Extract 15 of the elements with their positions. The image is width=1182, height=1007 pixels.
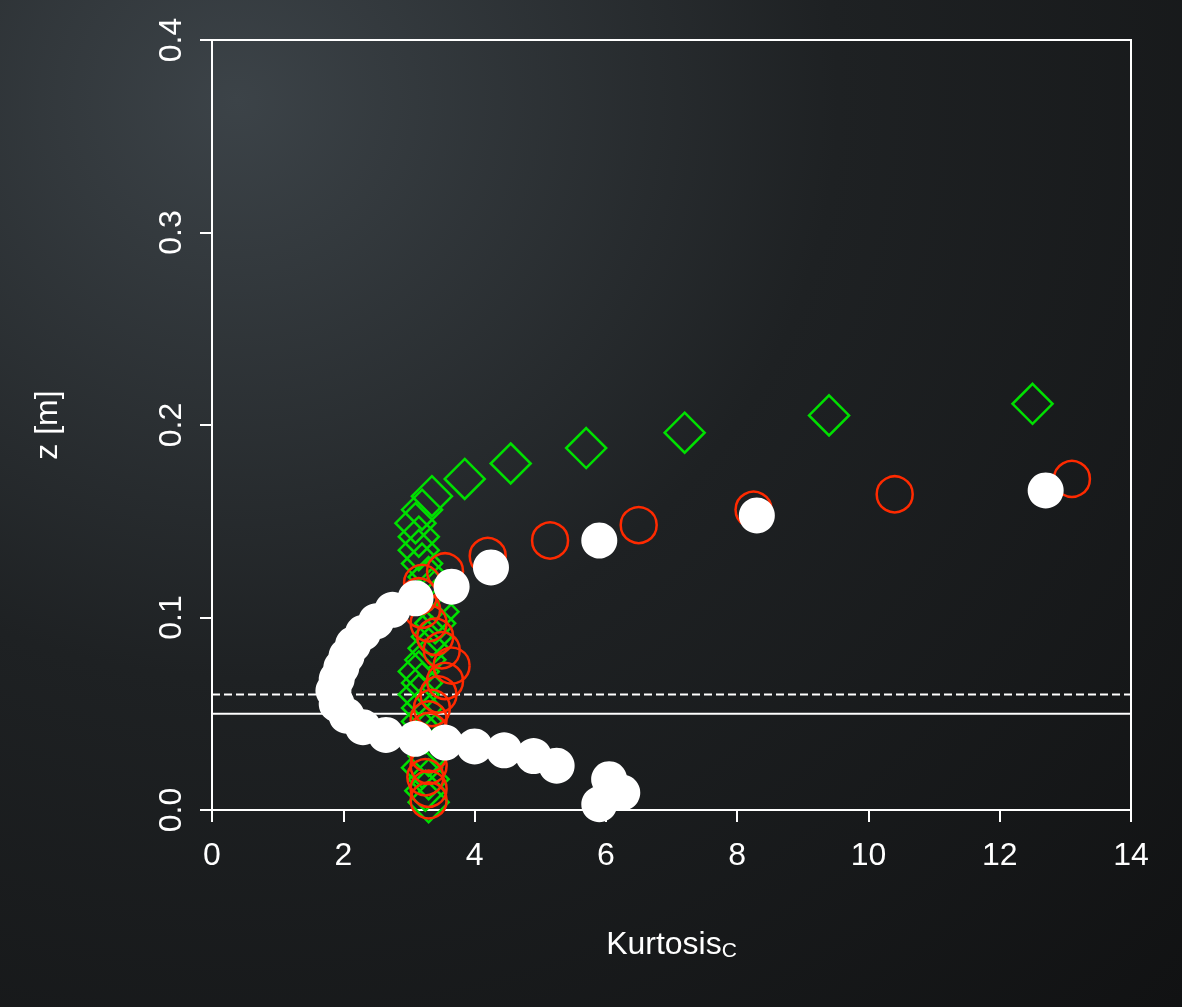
x-tick-label: 6: [596, 836, 615, 872]
y-axis-title: z [m]: [28, 390, 64, 460]
y-tick-label: 0.3: [152, 210, 188, 255]
y-tick-label: 0.2: [152, 402, 188, 448]
x-tick-label: 0: [203, 836, 221, 872]
x-tick-label: 8: [728, 836, 747, 872]
y-tick-label: 0.0: [152, 787, 188, 833]
x-tick-label: 14: [1113, 836, 1149, 872]
x-tick-label: 2: [334, 836, 353, 872]
x-axis-title: KurtosisC: [606, 924, 737, 961]
y-tick-label: 0.1: [152, 595, 188, 640]
x-tick-label: 10: [850, 836, 887, 872]
x-tick-label: 4: [465, 836, 484, 872]
y-tick-label: 0.4: [152, 17, 188, 63]
x-tick-label: 12: [981, 836, 1018, 872]
